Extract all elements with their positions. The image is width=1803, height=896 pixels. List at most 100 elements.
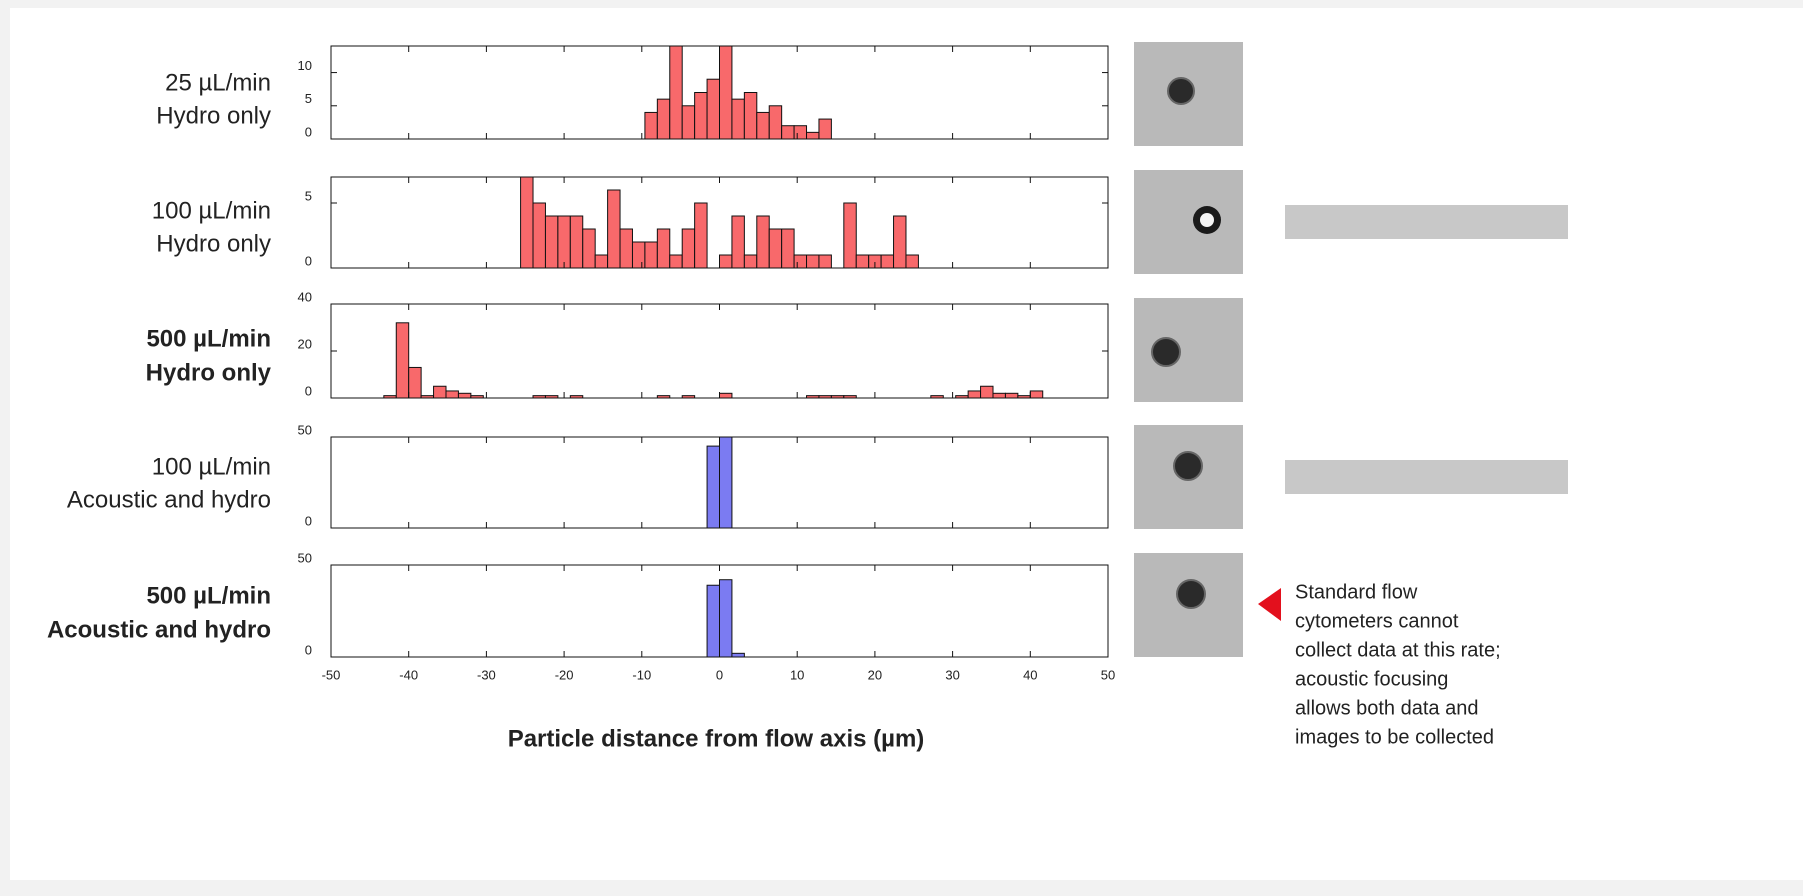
bar <box>781 228 795 269</box>
bar <box>681 105 696 140</box>
x-tick-label: -20 <box>555 667 574 682</box>
annotation-line: Standard flow <box>1295 581 1418 603</box>
bar <box>818 118 832 140</box>
particle <box>1176 579 1206 609</box>
bar <box>607 189 621 269</box>
bar <box>1004 392 1019 399</box>
bar <box>719 45 733 140</box>
bar <box>706 78 720 140</box>
y-tick-label: 10 <box>298 58 312 73</box>
bar <box>408 366 422 399</box>
bar <box>793 254 808 269</box>
bar <box>793 125 808 140</box>
panel-subtitle: Hydro only <box>156 102 271 129</box>
gray-bar <box>1285 460 1568 494</box>
bar <box>582 228 596 269</box>
y-tick-label: 20 <box>298 336 312 351</box>
x-tick-label: 50 <box>1101 667 1115 682</box>
bar <box>656 98 671 140</box>
x-tick-label: 0 <box>716 667 723 682</box>
bar <box>669 45 683 140</box>
y-tick-label: 0 <box>305 383 312 398</box>
bar <box>756 111 770 140</box>
x-tick-label: -40 <box>399 667 418 682</box>
bar <box>457 392 472 399</box>
x-tick-label: 20 <box>868 667 882 682</box>
annotation-line: cytometers cannot <box>1295 610 1459 632</box>
y-tick-label: 0 <box>305 253 312 268</box>
x-tick-label: 30 <box>945 667 959 682</box>
annotation-line: collect data at this rate; <box>1295 639 1501 661</box>
bar <box>731 98 745 140</box>
bar <box>781 125 795 140</box>
bar <box>992 392 1006 399</box>
panel-subtitle: Acoustic and hydro <box>67 486 271 513</box>
bar <box>768 228 783 269</box>
bar <box>594 254 609 269</box>
image <box>1134 170 1243 274</box>
bar <box>644 241 658 269</box>
bar <box>768 105 783 140</box>
particle-images <box>1134 42 1243 657</box>
bar <box>818 254 832 269</box>
bar <box>395 322 410 399</box>
particle <box>1151 337 1181 367</box>
bar <box>557 215 571 269</box>
y-tick-label: 5 <box>305 188 312 203</box>
annotation-line: acoustic focusing <box>1295 668 1448 690</box>
bar <box>980 385 994 399</box>
bar <box>855 254 870 269</box>
bar <box>880 254 895 269</box>
bar <box>743 92 758 140</box>
panel-subtitle: Hydro only <box>156 230 271 257</box>
bar <box>569 215 584 269</box>
y-tick-label: 40 <box>298 289 312 304</box>
gray-bar <box>1285 205 1568 239</box>
bar <box>445 390 459 399</box>
bar <box>656 228 671 269</box>
particle <box>1167 77 1195 105</box>
bar <box>694 92 708 140</box>
y-tick-label: 0 <box>305 642 312 657</box>
panel-title: 100 µL/min <box>152 453 271 480</box>
bar <box>893 215 907 269</box>
bar <box>532 202 546 269</box>
bar <box>706 584 720 658</box>
panel-title: 100 µL/min <box>152 197 271 224</box>
bar <box>967 390 982 399</box>
bar <box>905 254 919 269</box>
y-tick-label: 5 <box>305 91 312 106</box>
annotation-line: allows both data and <box>1295 697 1478 719</box>
bar <box>731 652 745 658</box>
annotation-line: images to be collected <box>1295 726 1494 748</box>
bar <box>1029 390 1044 399</box>
pointer-triangle <box>1258 588 1281 621</box>
x-tick-label: -10 <box>632 667 651 682</box>
bar <box>743 254 758 269</box>
bar <box>681 228 696 269</box>
y-tick-label: 0 <box>305 124 312 139</box>
image <box>1134 298 1243 402</box>
bar <box>756 215 770 269</box>
y-tick-label: 50 <box>298 550 312 565</box>
panel-subtitle: Hydro only <box>146 359 272 386</box>
x-tick-label: -50 <box>322 667 341 682</box>
bar <box>706 445 720 529</box>
bar <box>694 202 708 269</box>
y-tick-label: 0 <box>305 513 312 528</box>
panel-title: 500 µL/min <box>146 582 271 609</box>
bar <box>669 254 683 269</box>
bar <box>731 215 745 269</box>
x-tick-label: 40 <box>1023 667 1037 682</box>
bar <box>719 436 733 529</box>
bar <box>719 254 733 269</box>
panel-title: 500 µL/min <box>146 325 271 352</box>
bar <box>719 392 733 399</box>
x-tick-label: -30 <box>477 667 496 682</box>
bar <box>433 385 447 399</box>
bar <box>806 254 820 269</box>
bar <box>520 176 534 269</box>
bar <box>644 111 658 140</box>
bar <box>544 215 559 269</box>
particle <box>1173 451 1203 481</box>
